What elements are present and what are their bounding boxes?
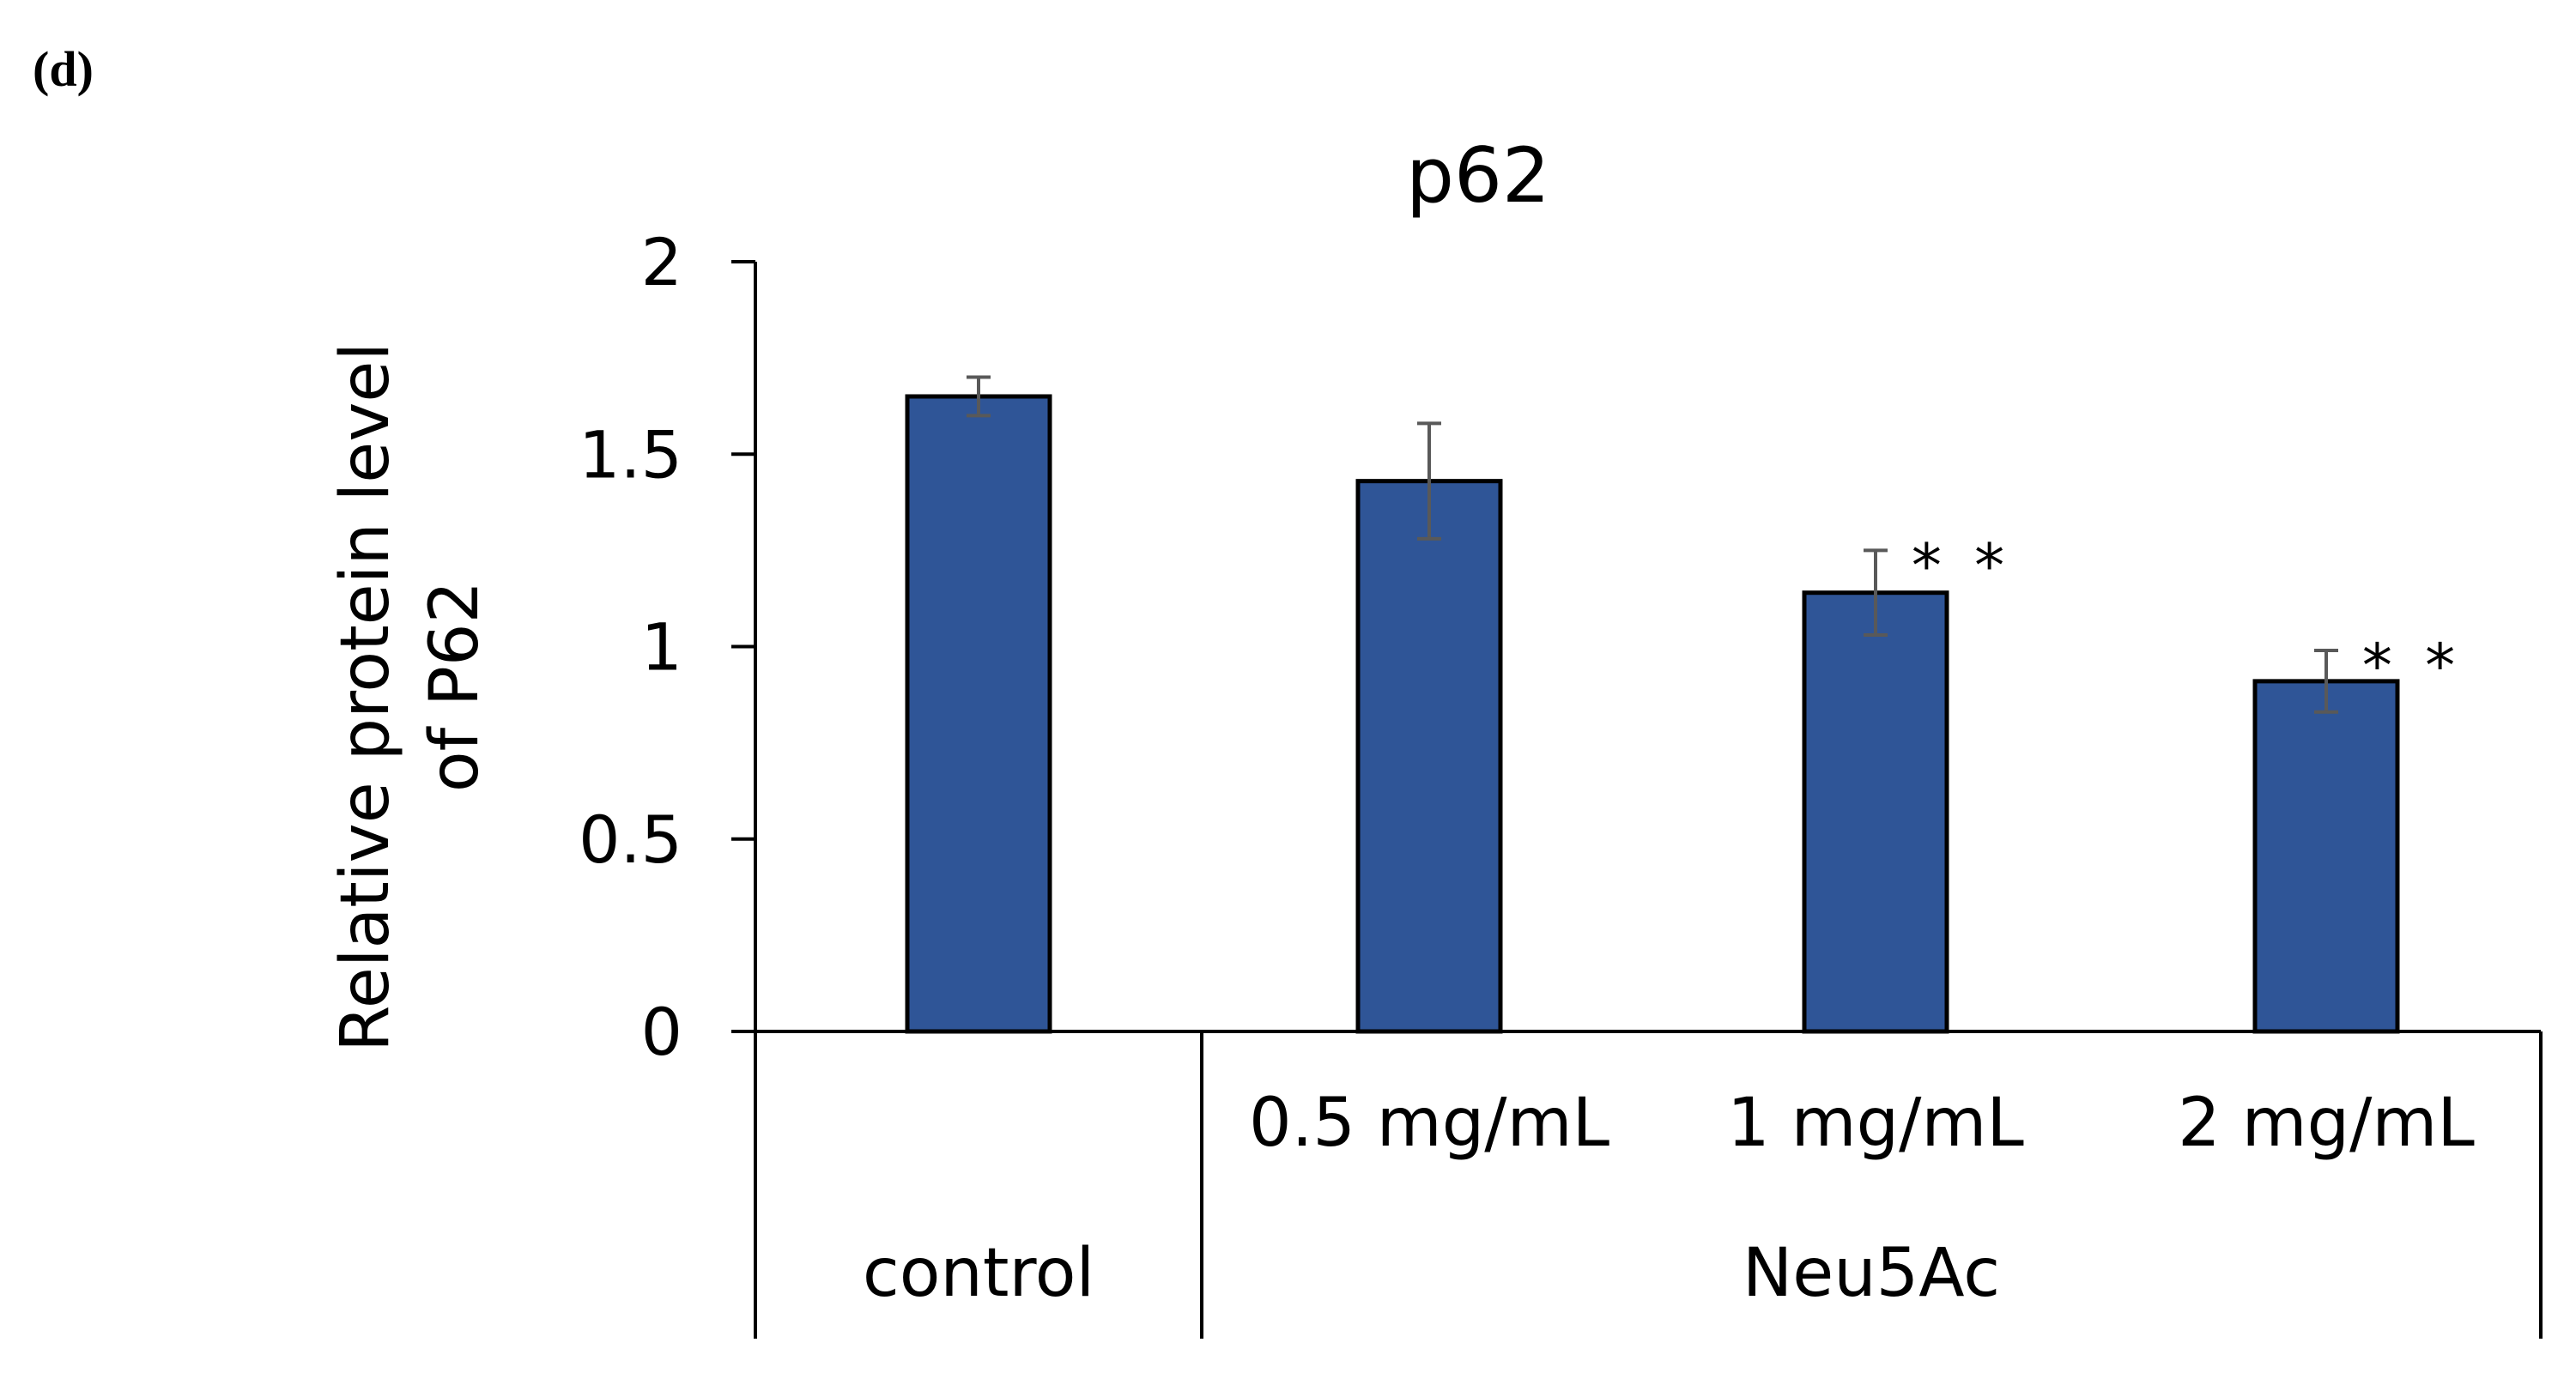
y-axis-label-line-1: Relative protein level xyxy=(327,342,404,1052)
category-axis: 0.5 mg/mL 1 mg/mL 2 mg/mL control Neu5Ac xyxy=(754,1030,2543,1339)
y-tick-label: 1 xyxy=(641,609,682,686)
y-tick-label: 0 xyxy=(641,994,682,1070)
bar xyxy=(2252,679,2400,1034)
chart-title: p62 xyxy=(1406,131,1550,220)
y-axis-label: Relative protein level of P62 xyxy=(327,321,494,1052)
panel-label: (d) xyxy=(33,41,94,97)
significance-marker: * * xyxy=(1912,530,2011,601)
bar xyxy=(1355,479,1503,1034)
bar xyxy=(1802,590,1949,1034)
group-label: Neu5Ac xyxy=(1743,1235,2000,1312)
y-axis-label-line-2: of P62 xyxy=(416,581,494,792)
y-tick-label: 2 xyxy=(641,224,682,300)
y-tick-label: 0.5 xyxy=(579,801,682,878)
bars: * * * * xyxy=(905,375,2462,1034)
category-label: 2 mg/mL xyxy=(2178,1085,2475,1162)
group-label: control xyxy=(863,1235,1094,1312)
significance-marker: * * xyxy=(2362,631,2462,701)
y-tick-label: 1.5 xyxy=(579,416,682,493)
y-axis: 0 0.5 1 1.5 2 xyxy=(579,224,757,1070)
category-label: 0.5 mg/mL xyxy=(1249,1085,1610,1162)
bar xyxy=(905,394,1052,1034)
category-label: 1 mg/mL xyxy=(1727,1085,2024,1162)
